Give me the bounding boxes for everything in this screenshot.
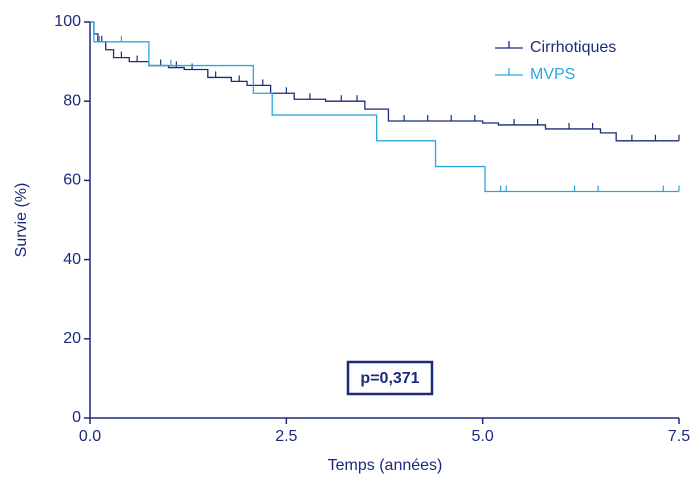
y-tick-label: 60 [63,172,81,189]
x-axis-label: Temps (années) [328,457,443,474]
y-tick-label: 40 [63,251,81,268]
survival-line [90,21,679,142]
annotation: p=0,371 [360,370,419,387]
legend-label: Cirrhotiques [530,39,616,56]
y-tick-label: 0 [72,409,81,426]
x-tick-label: 2.5 [275,428,297,445]
legend-label: MVPS [530,66,575,83]
x-tick-label: 5.0 [472,428,494,445]
x-tick-label: 0.0 [79,428,101,445]
x-tick-label: 7.5 [668,428,690,445]
y-tick-label: 100 [54,13,81,30]
annotation-box [346,360,434,396]
y-axis-label: Survie (%) [13,183,30,258]
y-tick-label: 80 [63,92,81,109]
y-tick-label: 20 [63,330,81,347]
